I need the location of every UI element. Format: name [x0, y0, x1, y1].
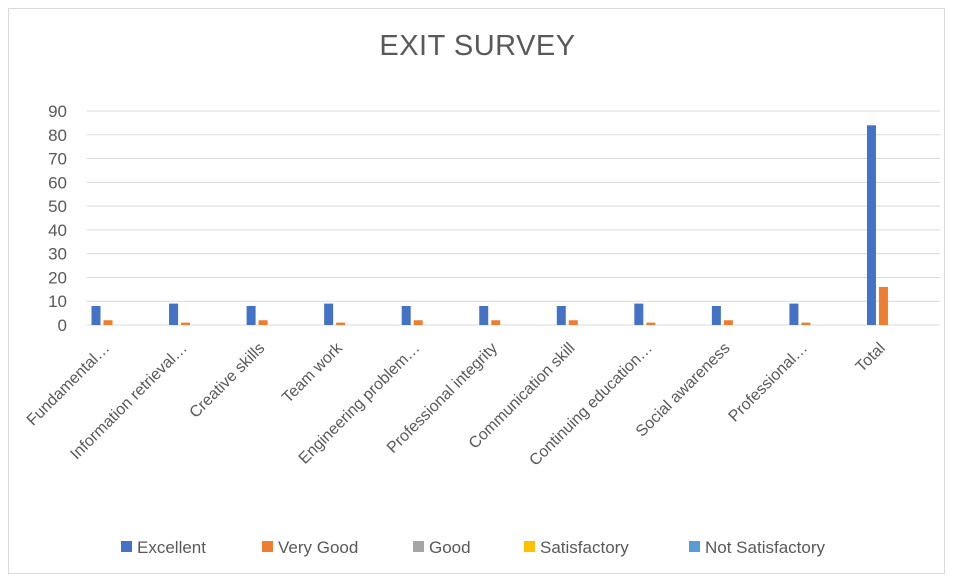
y-tick-label: 50: [48, 197, 67, 216]
y-tick-label: 40: [48, 221, 67, 240]
y-tick-label: 30: [48, 245, 67, 264]
bar-excellent: [401, 305, 411, 325]
gridlines: [87, 110, 940, 326]
legend-swatch: [689, 541, 700, 552]
x-category-label: Creative skills: [187, 340, 269, 422]
legend-item-not-satisfactory[interactable]: Not Satisfactory: [689, 538, 825, 557]
bar-excellent: [556, 305, 566, 325]
y-tick-label: 60: [48, 173, 67, 192]
bar-very-good: [878, 286, 888, 325]
bar-excellent: [711, 305, 721, 325]
legend-item-good[interactable]: Good: [413, 538, 471, 557]
legend-item-very-good[interactable]: Very Good: [262, 538, 358, 557]
bar-very-good: [723, 320, 733, 325]
x-category-label: Fundamental…: [24, 340, 113, 429]
bar-very-good: [336, 322, 346, 325]
bar-excellent: [479, 305, 489, 325]
chart-frame: [8, 8, 945, 574]
x-axis-labels: Fundamental…Information retrieval…Creati…: [24, 339, 889, 469]
bar-very-good: [181, 322, 191, 325]
y-tick-label: 20: [48, 268, 67, 287]
bar-very-good: [413, 320, 423, 325]
chart-title: EXIT SURVEY: [379, 30, 576, 62]
bar-excellent: [866, 125, 876, 326]
legend-label: Good: [429, 538, 471, 557]
bar-very-good: [801, 322, 811, 325]
legend-label: Excellent: [137, 538, 206, 557]
bar-excellent: [246, 305, 256, 325]
bar-excellent: [634, 303, 644, 325]
legend-item-excellent[interactable]: Excellent: [121, 538, 206, 557]
y-tick-label: 10: [48, 292, 67, 311]
legend-label: Very Good: [278, 538, 358, 557]
y-tick-label: 0: [58, 316, 67, 335]
legend-label: Satisfactory: [540, 538, 629, 557]
bar-very-good: [491, 320, 501, 325]
bar-excellent: [169, 303, 179, 325]
x-category-label: Team work: [279, 339, 346, 406]
bar-excellent: [789, 303, 799, 325]
legend-swatch: [413, 541, 424, 552]
x-category-label: Total: [853, 340, 889, 376]
bar-excellent: [324, 303, 334, 325]
bar-excellent: [91, 305, 101, 325]
bar-very-good: [646, 322, 656, 325]
legend-swatch: [524, 541, 535, 552]
legend[interactable]: Excellent Very Good Good Satisfactory Not Sa…: [121, 538, 825, 557]
legend-label: Not Satisfactory: [705, 538, 825, 557]
bar-very-good: [568, 320, 578, 325]
x-category-label: Professional…: [726, 340, 812, 426]
bars: [91, 125, 888, 326]
legend-swatch: [121, 541, 132, 552]
bar-very-good: [258, 320, 268, 325]
legend-item-satisfactory[interactable]: Satisfactory: [524, 538, 629, 557]
y-tick-label: 80: [48, 126, 67, 145]
y-tick-label: 70: [48, 150, 67, 169]
y-axis-ticks: 0 10 20 30 40 50 60 70 80 90: [48, 102, 67, 335]
legend-swatch: [262, 541, 273, 552]
y-tick-label: 90: [48, 102, 67, 121]
bar-very-good: [103, 320, 113, 325]
